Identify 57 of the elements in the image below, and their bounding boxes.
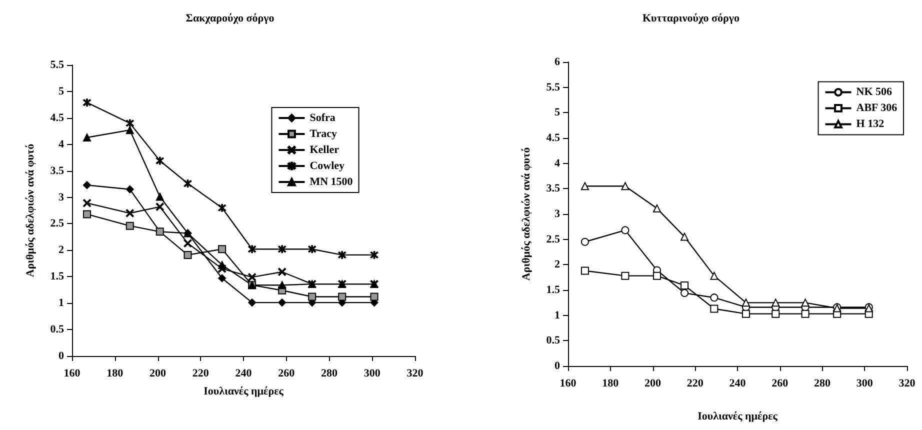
legend-label: ABF 306 [856,102,898,114]
legend-label: Sofra [310,112,336,124]
y-tick-label: 3 [58,191,64,204]
x-tick-label: 200 [644,378,662,390]
y-tick-label: 0.5 [50,324,64,336]
y-tick-label: 4.5 [546,132,560,144]
y-tick-label: 4 [58,138,64,150]
y-tick-label: 1.5 [50,270,64,283]
y-tick-label: 2.5 [546,233,560,246]
y-tick-label: 6 [554,56,560,68]
chart-title: Σακχαρούχο σόργο [186,12,275,24]
y-tick-label: 0 [58,350,64,362]
x-axis-title: Ιουλιανές ημέρες [204,386,284,398]
y-tick-label: 0.5 [546,334,560,347]
y-tick-label: 3.5 [50,164,64,177]
y-tick-label: 1 [554,309,560,322]
y-tick-label: 3 [554,208,560,220]
x-tick-label: 240 [235,368,252,380]
x-tick-label: 320 [898,378,916,390]
x-tick-label: 200 [150,368,166,380]
y-tick-label: 3.5 [546,182,560,195]
x-tick-label: 260 [278,368,296,380]
legend-label: Tracy [310,128,338,140]
y-tick-label: 2 [554,258,560,271]
y-tick-label: 0 [554,360,560,372]
x-tick-label: 300 [856,378,874,390]
y-tick-label: 5.5 [546,81,560,94]
y-tick-label: 2.5 [50,218,64,230]
x-tick-label: 160 [64,368,81,380]
y-tick-label: 2 [58,244,64,256]
y-tick-label: 5 [58,85,64,98]
x-tick-label: 260 [772,378,789,390]
legend-label: MN 1500 [310,176,354,188]
x-tick-label: 180 [602,378,620,390]
x-tick-label: 220 [686,378,704,390]
x-axis-title: Ιουλιανές ημέρες [698,410,778,422]
x-tick-label: 280 [321,368,338,380]
x-tick-label: 280 [814,378,831,390]
chart-title: Κυτταρινούχο σόργο [642,12,740,24]
legend-label: Cowley [310,160,346,172]
legend-label: Keller [310,144,340,156]
y-axis-title: Αριθμός αδελφιών ανά φυτό [520,146,532,281]
x-tick-label: 240 [729,378,746,390]
y-tick-label: 5 [554,106,560,119]
y-tick-label: 1.5 [546,284,560,296]
y-axis-title: Αριθμός αδελφιών ανά φυτό [24,143,36,278]
x-tick-label: 160 [560,378,577,390]
legend-label: H 132 [856,118,885,130]
x-tick-label: 180 [106,368,124,380]
x-tick-label: 320 [406,368,424,380]
x-tick-label: 300 [364,368,381,380]
y-tick-label: 5.5 [50,59,64,71]
legend-label: NK 506 [856,86,893,98]
y-tick-label: 4.5 [50,112,64,124]
y-tick-label: 4 [554,157,560,170]
y-tick-label: 1 [58,297,64,310]
x-tick-label: 220 [192,368,210,380]
